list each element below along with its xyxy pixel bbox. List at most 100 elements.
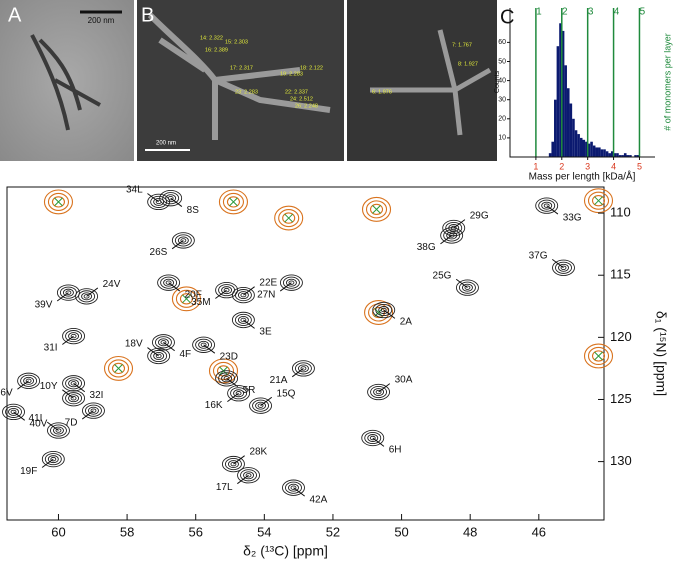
bar bbox=[626, 155, 630, 157]
contour bbox=[234, 313, 252, 327]
contour bbox=[43, 189, 74, 215]
peak-label: 33G bbox=[563, 212, 582, 223]
leader bbox=[73, 382, 86, 393]
contour bbox=[583, 343, 614, 369]
contour bbox=[558, 263, 569, 272]
reference-peak bbox=[43, 189, 74, 215]
peak bbox=[372, 301, 396, 319]
contour bbox=[464, 285, 471, 290]
contour bbox=[62, 375, 86, 392]
y-axis-title: δ₁ (¹⁵N) [ppm] bbox=[653, 311, 669, 396]
contour bbox=[461, 283, 473, 292]
peak-label: 3E bbox=[259, 327, 272, 338]
contour bbox=[152, 334, 175, 351]
contour bbox=[237, 316, 249, 324]
peak-label: 42A bbox=[309, 494, 327, 505]
peak-label: 18V bbox=[125, 339, 143, 350]
measurement-label: 16: 2.389 bbox=[205, 47, 228, 53]
contour bbox=[167, 195, 174, 201]
contour bbox=[587, 191, 610, 210]
contour bbox=[221, 286, 233, 295]
leader bbox=[291, 368, 304, 378]
leader bbox=[203, 344, 216, 354]
reference-peak bbox=[103, 355, 134, 381]
contour bbox=[208, 358, 239, 384]
reference-peak bbox=[361, 196, 392, 222]
contour bbox=[160, 340, 167, 345]
reference-peak bbox=[274, 205, 304, 231]
contour bbox=[103, 355, 134, 381]
contour bbox=[221, 455, 245, 473]
peak-label: 17L bbox=[216, 482, 233, 493]
peak bbox=[215, 370, 239, 387]
micrograph-a bbox=[0, 0, 134, 161]
peak-label: 26S bbox=[150, 247, 168, 258]
peak bbox=[535, 197, 559, 214]
measurement-label: 6: 1.976 bbox=[372, 89, 392, 95]
contour bbox=[300, 366, 307, 371]
contour bbox=[455, 279, 479, 296]
contour bbox=[252, 399, 270, 412]
contour bbox=[448, 233, 455, 238]
contour bbox=[278, 209, 300, 228]
bar bbox=[598, 147, 601, 157]
peak bbox=[41, 450, 65, 468]
contour bbox=[364, 431, 382, 445]
leader bbox=[46, 421, 59, 431]
contour bbox=[538, 199, 556, 212]
peak-label: 4F bbox=[179, 349, 191, 360]
contour bbox=[5, 405, 22, 418]
contour bbox=[70, 381, 77, 386]
peak bbox=[221, 455, 245, 473]
peak-cross bbox=[372, 205, 381, 214]
peak-label: 8S bbox=[187, 205, 200, 216]
peak bbox=[47, 422, 70, 439]
peak bbox=[231, 286, 255, 304]
contour bbox=[552, 259, 575, 276]
y-tick-label: 20 bbox=[498, 116, 506, 123]
contour bbox=[68, 379, 80, 388]
contour bbox=[159, 190, 183, 207]
contour bbox=[288, 483, 299, 492]
x-tick-label: 2 bbox=[559, 161, 564, 171]
contour bbox=[218, 372, 236, 385]
contour bbox=[285, 278, 297, 287]
contour bbox=[68, 394, 80, 403]
monomer-label: 2 bbox=[562, 7, 568, 18]
bar bbox=[610, 151, 614, 157]
x-tick-label: 50 bbox=[394, 524, 408, 539]
peak-label: 15Q bbox=[277, 388, 296, 399]
peak-label: 25G bbox=[433, 270, 452, 281]
contour bbox=[65, 330, 83, 343]
bar bbox=[554, 99, 557, 157]
contour bbox=[155, 336, 172, 349]
peak-label: 10Y bbox=[40, 381, 58, 392]
contour bbox=[279, 274, 303, 291]
contour bbox=[282, 276, 300, 289]
contour bbox=[237, 291, 249, 300]
leader bbox=[17, 380, 29, 390]
monomer-label: 1 bbox=[536, 7, 542, 18]
contour bbox=[361, 196, 392, 222]
bar bbox=[616, 153, 619, 157]
x-tick-label: 48 bbox=[463, 524, 477, 539]
bar bbox=[600, 149, 604, 157]
contour bbox=[367, 434, 379, 442]
leader bbox=[62, 335, 74, 345]
peak-label: 27N bbox=[257, 289, 275, 300]
leader bbox=[171, 240, 184, 250]
contour bbox=[223, 376, 230, 381]
contour bbox=[234, 289, 252, 302]
leader bbox=[552, 258, 564, 269]
contour bbox=[160, 276, 178, 289]
contour bbox=[230, 461, 237, 467]
contour bbox=[62, 288, 74, 297]
contour bbox=[68, 332, 80, 341]
leader bbox=[378, 383, 391, 393]
contour bbox=[240, 469, 257, 482]
bar bbox=[566, 88, 570, 157]
plot-frame bbox=[6, 186, 605, 521]
measurement-label: 8: 1.927 bbox=[458, 61, 478, 67]
contour bbox=[223, 287, 230, 293]
